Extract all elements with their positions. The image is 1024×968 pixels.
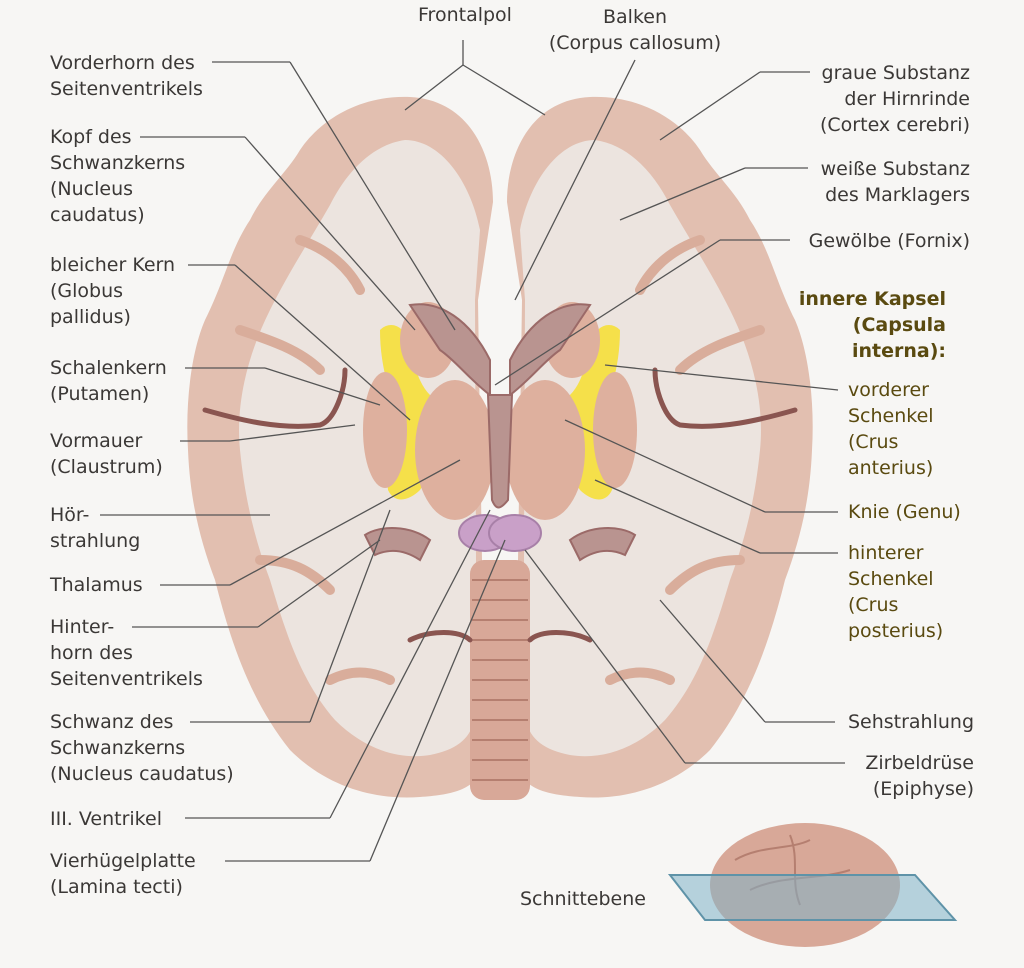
label-gewoelbe: Gewölbe (Fornix): [808, 230, 970, 252]
label-weisse-substanz: weiße Substanz des Marklagers: [820, 158, 970, 206]
white-matter-right: [520, 140, 761, 757]
cerebellum: [470, 560, 530, 800]
label-innere-kapsel: innere Kapsel (Capsula interna):: [798, 288, 946, 362]
label-kopf-schwanzkern: Kopf des Schwanzkerns (Nucleus caudatus): [50, 126, 186, 226]
label-zirbeldruese: Zirbeldrüse (Epiphyse): [865, 752, 974, 800]
label-knie: Knie (Genu): [848, 501, 961, 523]
pineal-gland: [458, 514, 542, 552]
gyri-folds: [235, 235, 765, 685]
label-vierhuegelplatte: Vierhügelplatte (Lamina tecti): [50, 850, 196, 898]
vessels: [202, 367, 798, 643]
label-balken: Balken (Corpus callosum): [548, 6, 722, 54]
label-bleicher-kern: bleicher Kern (Globus pallidus): [50, 254, 176, 328]
label-vorderer-schenkel: vorderer Schenkel (Crus anterius): [848, 379, 934, 479]
label-hinterer-schenkel: hinterer Schenkel (Crus posterius): [848, 542, 944, 642]
label-sehstrahlung: Sehstrahlung: [847, 711, 974, 733]
label-hinterhorn: Hinter-horn des Seitenventrikels: [50, 616, 203, 690]
label-frontalpol: Frontalpol: [418, 4, 512, 26]
label-graue-substanz: graue Substanz der Hirnrinde (Cortex cereb…: [820, 62, 970, 136]
label-vormauer: Vormauer (Claustrum): [50, 430, 163, 478]
white-matter-left: [239, 140, 480, 757]
label-schalenkern: Schalenkern (Putamen): [50, 357, 167, 405]
label-thalamus: Thalamus: [50, 574, 143, 596]
label-schnittebene: Schnittebene: [520, 888, 646, 910]
label-vorderhorn: Vorderhorn des Seitenventrikels: [50, 52, 203, 100]
section-plane-inset: [667, 823, 958, 947]
label-hoerstrahlung: Hör-strahlung: [50, 504, 141, 552]
label-schwanz-schwanzkern: Schwanz des Schwanzkerns (Nucleus caudatus…: [50, 711, 234, 785]
leader-lines: [100, 40, 845, 862]
label-ventrikel3: III. Ventrikel: [50, 808, 162, 830]
